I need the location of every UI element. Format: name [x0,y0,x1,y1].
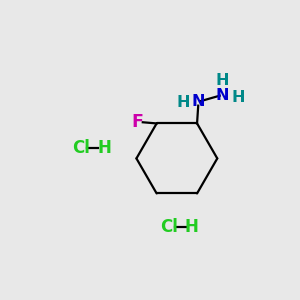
Text: N: N [216,88,229,103]
Text: H: H [185,218,199,236]
Text: F: F [131,113,143,131]
Text: Cl: Cl [160,218,178,236]
Text: H: H [97,139,111,157]
Text: H: H [176,95,190,110]
Text: H: H [216,73,229,88]
Text: N: N [191,94,205,109]
Text: Cl: Cl [72,139,90,157]
Text: H: H [231,90,245,105]
